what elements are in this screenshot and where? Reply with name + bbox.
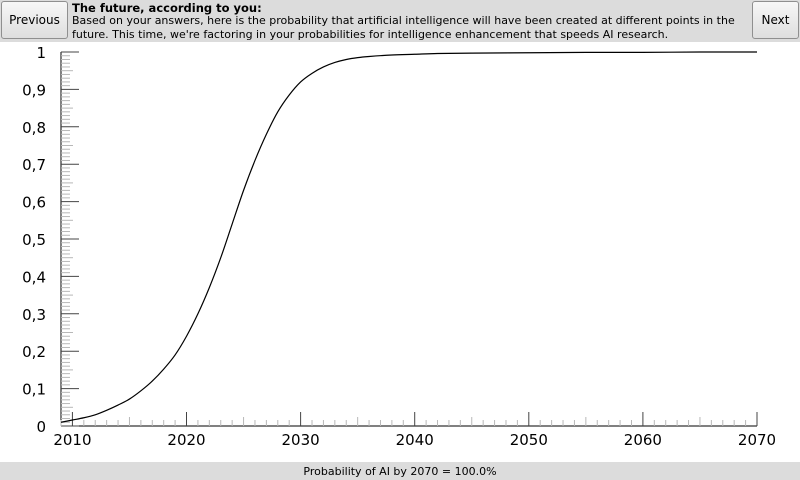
y-tick-label: 0,3	[22, 306, 46, 324]
top-bar: Previous The future, according to you: B…	[0, 0, 800, 42]
y-tick-label: 0	[36, 418, 46, 436]
x-tick-label: 2070	[738, 431, 776, 449]
x-tick-label: 2030	[282, 431, 320, 449]
next-button[interactable]: Next	[752, 1, 799, 39]
y-tick-label: 0,9	[22, 81, 46, 99]
x-tick-label: 2010	[53, 431, 91, 449]
y-tick-label: 0,4	[22, 268, 46, 286]
x-tick-label: 2020	[167, 431, 205, 449]
ai-probability-summary: Probability of AI by 2070 = 100.0%	[303, 464, 497, 478]
y-tick-label: 0,8	[22, 119, 46, 137]
probability-series-line-0	[60, 51, 758, 423]
y-tick-label: 0,2	[22, 343, 46, 361]
x-tick-label: 2060	[624, 431, 662, 449]
y-tick-label: 0,6	[22, 194, 46, 212]
x-tick-label: 2040	[396, 431, 434, 449]
probability-chart: 0 0,1 0,2 0,3 0,4 0,5 0,6 0,7 0,8 0,9 1 2010 2020 203…	[0, 42, 800, 462]
y-tick-label: 0,1	[22, 381, 46, 399]
y-tick-label: 1	[36, 44, 46, 62]
y-tick-label: 0,7	[22, 156, 46, 174]
footer-summary: Probability of AI by 2070 = 100.0%	[0, 462, 800, 480]
page-title: The future, according to you:	[72, 1, 262, 15]
y-tick-label: 0,5	[22, 231, 46, 249]
page-description: Based on your answers, here is the proba…	[72, 14, 735, 41]
previous-button[interactable]: Previous	[1, 1, 68, 39]
chart-svg: 0 0,1 0,2 0,3 0,4 0,5 0,6 0,7 0,8 0,9 1 2010 2020 203…	[22, 44, 776, 449]
x-tick-label: 2050	[510, 431, 548, 449]
